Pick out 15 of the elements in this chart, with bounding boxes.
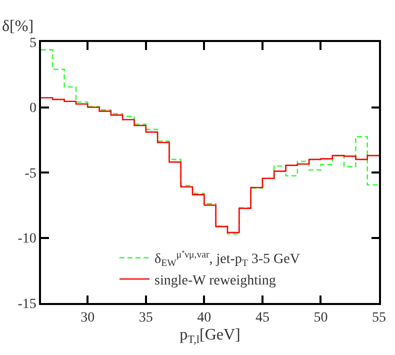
x-tick-label: 40 [197, 310, 212, 326]
y-axis-title: δ[%] [2, 18, 34, 35]
y-tick-label: -10 [18, 232, 36, 247]
y-tick-label: -15 [18, 296, 36, 312]
legend-label: single-W reweighting [154, 273, 276, 288]
x-tick-label: 35 [138, 310, 153, 326]
x-tick-label: 55 [372, 310, 386, 326]
x-tick-label: 50 [314, 310, 328, 326]
x-tick-label: 45 [255, 310, 270, 326]
x-axis-title: p$_{T,l}$[GeV] [180, 326, 240, 346]
y-tick-label: 0 [29, 101, 36, 116]
y-tick-label: -5 [24, 166, 36, 182]
legend-label: δ$_{EW}$$^{μ⁺νμ,var}$, jet-p$_{T}$ 3-5 GeV [154, 249, 300, 270]
y-tick-label: 5 [29, 36, 36, 51]
x-tick-label: 30 [80, 310, 95, 326]
